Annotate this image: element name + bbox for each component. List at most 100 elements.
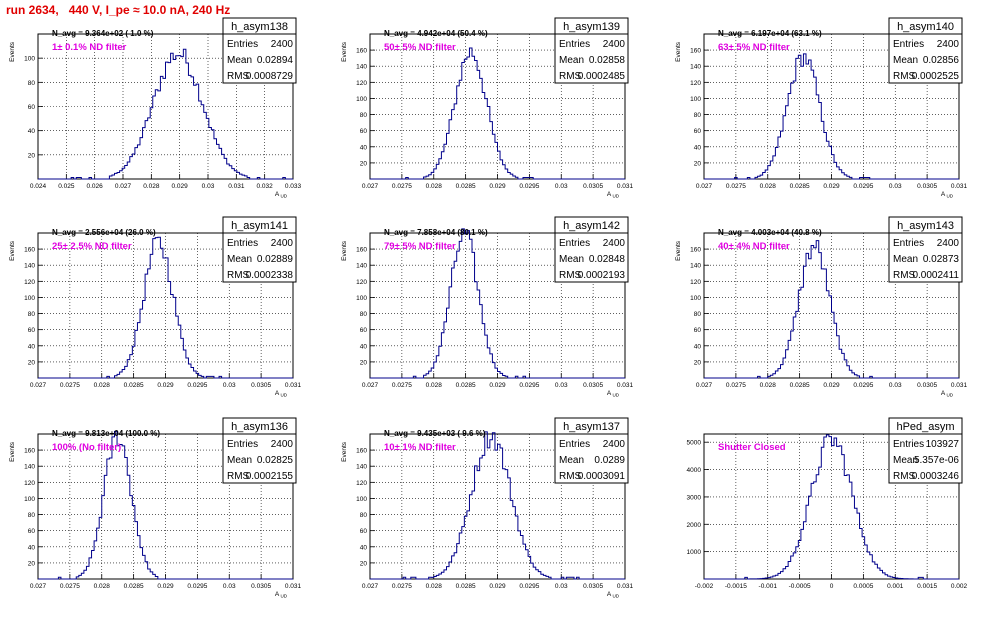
y-tick-label: 120 [24, 480, 35, 487]
y-tick-label: 40 [28, 544, 36, 551]
histogram-name: h_asym142 [563, 220, 620, 232]
y-tick-label: 60 [694, 327, 702, 334]
stats-label: Entries [559, 39, 590, 50]
stats-label: Entries [559, 238, 590, 249]
y-axis-label: Events [341, 240, 348, 261]
x-tick-label: 0.002 [951, 583, 968, 590]
filter-annotation: 63± 5% ND filter [718, 42, 790, 53]
y-tick-label: 20 [360, 560, 368, 567]
histogram-name: hPed_asym [896, 421, 954, 433]
y-tick-label: 160 [356, 48, 367, 55]
y-axis-label: Events [675, 41, 682, 62]
filter-annotation: Shutter Closed [718, 442, 786, 453]
stats-label: Entries [893, 439, 924, 450]
stats-label: RMS [559, 71, 582, 82]
n-avg-label: N_avg = 9.435e+03 ( 9.6 %) [384, 429, 486, 438]
x-tick-label: -0.001 [759, 583, 778, 590]
x-tick-label: 0.029 [823, 382, 840, 389]
filter-annotation: 40± 4% ND filter [718, 241, 790, 252]
y-tick-label: 160 [24, 448, 35, 455]
y-tick-label: 1000 [687, 549, 702, 556]
y-tick-label: 20 [28, 560, 36, 567]
x-tick-label: 0.027 [696, 183, 713, 190]
stats-box-frame [888, 417, 963, 484]
histogram-line [370, 228, 625, 379]
y-tick-label: 60 [28, 528, 36, 535]
y-tick-label: 160 [356, 448, 367, 455]
x-tick-label: 0.029 [489, 382, 506, 389]
y-tick-label: 140 [690, 263, 701, 270]
n-avg-label: N_avg = 9.364e+02 ( 1.0 %) [52, 29, 154, 38]
x-axis-label: A UD [607, 191, 620, 199]
x-tick-label: 0.0275 [60, 382, 80, 389]
stats-value: 0.02894 [257, 55, 294, 66]
x-tick-label: 0.0275 [392, 583, 412, 590]
x-tick-label: 0.03 [555, 583, 568, 590]
y-tick-label: 160 [24, 247, 35, 254]
stats-label: Mean [559, 254, 584, 265]
stats-value: 2400 [603, 439, 626, 450]
x-tick-label: 0.031 [617, 183, 634, 190]
x-tick-label: 0.0295 [519, 583, 539, 590]
stats-box-frame [554, 417, 629, 484]
histogram-line [704, 240, 959, 379]
x-tick-label: 0.03 [223, 583, 236, 590]
x-tick-label: 0.031 [951, 382, 968, 389]
x-tick-label: 0.03 [202, 183, 215, 190]
y-tick-label: 40 [360, 544, 368, 551]
stats-label: Entries [227, 39, 258, 50]
y-tick-label: 40 [360, 343, 368, 350]
stats-value: 0.0002155 [246, 471, 294, 482]
stats-value: 103927 [926, 439, 960, 450]
x-tick-label: 0.031 [228, 183, 245, 190]
y-tick-label: 20 [360, 359, 368, 366]
stats-label: Entries [227, 439, 258, 450]
filter-annotation: 1± 0.1% ND filter [52, 42, 127, 53]
stats-label: RMS [227, 71, 250, 82]
x-tick-label: 0.0305 [917, 183, 937, 190]
y-tick-label: 80 [28, 80, 36, 87]
histogram-panel-h_asym138: 0.024 0.025 0.026 0.027 0.028 0.029 0.03 0.031 0… [9, 17, 302, 199]
x-tick-label: 0.0285 [790, 183, 810, 190]
stats-label: Mean [227, 55, 252, 66]
x-tick-label: 0.025 [58, 183, 75, 190]
y-tick-label: 120 [356, 80, 367, 87]
y-tick-label: 140 [690, 64, 701, 71]
x-tick-label: 0.033 [285, 183, 302, 190]
stats-value: 0.0002338 [246, 270, 294, 281]
x-tick-label: -0.0005 [789, 583, 811, 590]
x-tick-label: 0.0285 [124, 382, 144, 389]
x-tick-label: 0.028 [760, 183, 777, 190]
x-tick-label: 0.0295 [519, 183, 539, 190]
y-axis-label: Events [9, 41, 16, 62]
y-tick-label: 140 [356, 464, 367, 471]
stats-value: 0.02848 [589, 254, 626, 265]
stats-label: RMS [227, 270, 250, 281]
x-tick-label: 0.032 [257, 183, 274, 190]
stats-value: 0.02856 [923, 55, 960, 66]
x-tick-label: 0.027 [115, 183, 132, 190]
stats-value: 0.0003246 [912, 471, 960, 482]
histogram-panel-h_asym141: 0.027 0.0275 0.028 0.0285 0.029 0.0295 0.03 0.0… [9, 216, 302, 398]
histogram-name: h_asym137 [563, 421, 620, 433]
stats-label: Mean [893, 455, 918, 466]
x-tick-label: 0.0275 [392, 183, 412, 190]
x-tick-label: 0.031 [285, 382, 302, 389]
x-tick-label: 0.0275 [392, 382, 412, 389]
y-tick-label: 120 [690, 80, 701, 87]
y-axis-label: Events [675, 240, 682, 261]
y-axis-label: Events [9, 441, 16, 462]
y-tick-label: 3000 [687, 494, 702, 501]
stats-box: h_asym139 Entries 2400 Mean 0.02858 RMS0.0002… [554, 17, 629, 84]
x-tick-label: 0.03 [223, 382, 236, 389]
y-tick-label: 80 [360, 112, 368, 119]
stats-label: RMS [559, 270, 582, 281]
stats-box: h_asym140 Entries 2400 Mean 0.02856 RMS0.0002… [888, 17, 963, 84]
y-tick-label: 160 [356, 247, 367, 254]
stats-box-frame [222, 216, 297, 283]
x-tick-label: 0.0295 [187, 382, 207, 389]
stats-box: h_asym141 Entries 2400 Mean 0.02889 RMS0.0002… [222, 216, 297, 283]
stats-box: h_asym138 Entries 2400 Mean 0.02894 RMS0.0008… [222, 17, 297, 84]
x-tick-label: 0.03 [889, 382, 902, 389]
